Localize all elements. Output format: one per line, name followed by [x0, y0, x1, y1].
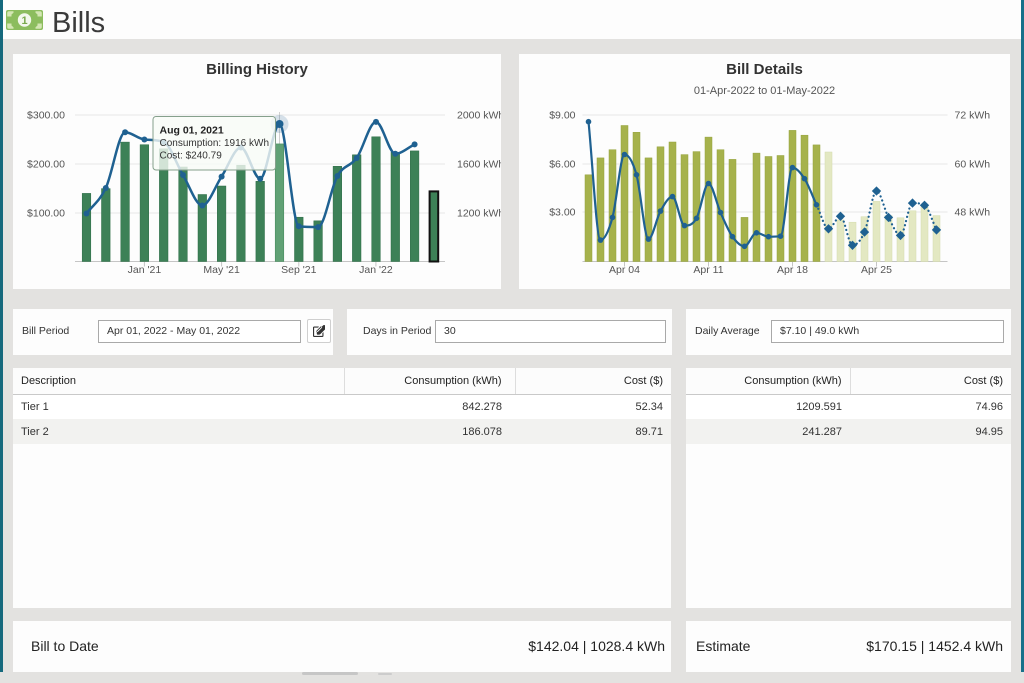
svg-text:Apr 25: Apr 25	[861, 264, 892, 276]
svg-text:2000 kWh: 2000 kWh	[457, 110, 501, 122]
svg-text:60 kWh: 60 kWh	[955, 159, 991, 171]
svg-text:May '21: May '21	[203, 264, 240, 276]
svg-text:Apr 04: Apr 04	[609, 264, 640, 276]
svg-text:Sep '21: Sep '21	[281, 264, 316, 276]
svg-text:Consumption: 1916 kWh: Consumption: 1916 kWh	[160, 138, 270, 149]
svg-text:48 kWh: 48 kWh	[955, 207, 991, 219]
svg-text:Aug 01, 2021: Aug 01, 2021	[160, 125, 224, 137]
svg-text:1: 1	[21, 15, 27, 27]
svg-text:01-Apr-2022 to 01-May-2022: 01-Apr-2022 to 01-May-2022	[694, 85, 835, 97]
svg-text:$3.00: $3.00	[549, 207, 575, 219]
svg-text:$100.00: $100.00	[27, 208, 65, 220]
svg-text:Bill Details: Bill Details	[726, 61, 803, 78]
svg-text:$300.00: $300.00	[27, 110, 65, 122]
svg-text:$200.00: $200.00	[27, 159, 65, 171]
svg-text:$9.00: $9.00	[549, 110, 575, 122]
svg-text:Jan '22: Jan '22	[359, 264, 393, 276]
svg-text:Billing History: Billing History	[206, 61, 308, 78]
svg-text:1600 kWh: 1600 kWh	[457, 159, 501, 171]
svg-text:1200 kWh: 1200 kWh	[457, 208, 501, 220]
svg-text:Apr 18: Apr 18	[777, 264, 808, 276]
svg-text:Cost: $240.79: Cost: $240.79	[160, 151, 223, 162]
svg-text:Jan '21: Jan '21	[128, 264, 162, 276]
svg-text:$6.00: $6.00	[549, 159, 575, 171]
svg-text:Apr 11: Apr 11	[693, 264, 723, 276]
svg-text:72 kWh: 72 kWh	[955, 110, 991, 122]
